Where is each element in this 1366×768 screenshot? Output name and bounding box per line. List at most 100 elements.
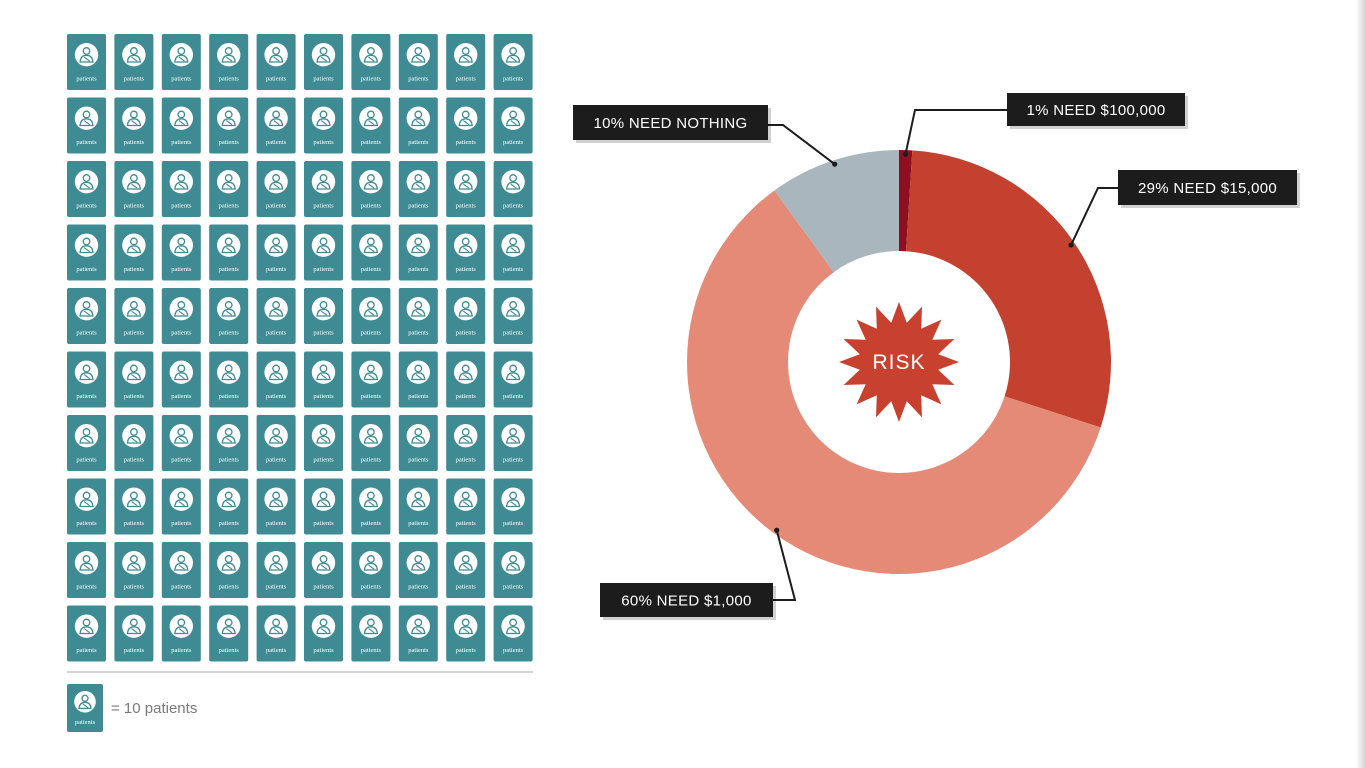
tile-label: patients [219, 266, 240, 273]
patient-tile: patients [67, 161, 106, 217]
patient-tile: patients [161, 351, 201, 408]
patient-tile: patients [351, 161, 391, 217]
patient-tile: patients [446, 415, 486, 471]
patient-icon [264, 170, 288, 194]
patient-tile: patients [114, 415, 154, 471]
tile-label: patients [408, 583, 429, 590]
patient-icon [74, 233, 99, 257]
legend-text: = 10 patients [111, 700, 197, 717]
tile-label: patients [124, 647, 145, 654]
tile-label: patients [456, 520, 477, 527]
patient-tile: patients [209, 605, 249, 662]
patient-icon [169, 487, 193, 511]
patient-tile: patients [351, 415, 391, 471]
patient-icon [311, 424, 336, 448]
patient-tile: patients [67, 224, 106, 281]
patient-icon [311, 551, 336, 575]
patient-tile: patients [209, 224, 249, 281]
patient-icon [311, 106, 336, 130]
tile-label: patients [219, 329, 240, 336]
slice-callout: 10% NEED NOTHING [573, 105, 838, 167]
leader-line [768, 124, 836, 165]
tile-label: patients [313, 520, 334, 527]
patient-tile: patients [161, 97, 201, 154]
tile-label: patients [171, 75, 192, 82]
patient-tile: patients [161, 542, 201, 598]
patient-tile: patients [67, 97, 106, 154]
tile-label: patients [361, 75, 382, 82]
patient-tile: patients [304, 351, 343, 408]
patient-icon [217, 170, 241, 194]
leader-line [904, 109, 1007, 155]
tile-label: patients [313, 266, 334, 273]
tile-label: patients [76, 583, 97, 590]
patient-tile: patients [209, 97, 249, 154]
patient-icon [264, 43, 288, 67]
patient-icon [311, 233, 336, 257]
patient-tile: patients [446, 351, 486, 408]
callout-label: 1% NEED $100,000 [1026, 102, 1165, 119]
patient-icon [264, 551, 288, 575]
patient-icon [264, 297, 288, 321]
tile-label: patients [456, 329, 477, 336]
tile-label: patients [266, 75, 287, 82]
patient-tile: patients [114, 351, 154, 408]
callout-box [1007, 93, 1185, 126]
patient-tile: patients [114, 605, 154, 662]
risk-label: RISK [872, 351, 925, 374]
tile-label: patients [456, 266, 477, 273]
patient-icon [122, 360, 146, 384]
tile-label: patients [171, 139, 192, 146]
patient-icon [501, 43, 525, 67]
callout-label: 10% NEED NOTHING [594, 115, 748, 132]
tile-label: patients [76, 329, 97, 336]
patient-icon [217, 297, 241, 321]
edge-shadow [1356, 0, 1366, 768]
donut-slice [774, 150, 899, 273]
tile-label: patients [408, 266, 429, 273]
tile-label: patients [313, 139, 334, 146]
patient-tile: patients [493, 605, 533, 662]
tile-label: patients [313, 75, 334, 82]
patient-tile: patients [351, 224, 391, 281]
patient-icon [501, 614, 525, 638]
callout-label: 29% NEED $15,000 [1138, 180, 1277, 197]
patient-tile: patients [351, 351, 391, 408]
patient-tile: patients [304, 97, 343, 154]
tile-label: patients [219, 583, 240, 590]
patient-tile: patients [209, 542, 249, 598]
patient-tile: patients [351, 542, 391, 598]
tile-label: patients [408, 520, 429, 527]
patient-icon [406, 43, 430, 67]
tile-label: patients [76, 393, 97, 400]
patient-tile: patients [161, 605, 201, 662]
patient-icon [217, 424, 241, 448]
patient-tile: patients [209, 161, 249, 217]
patient-tile: patients [161, 288, 201, 344]
patient-tile: patients [209, 478, 249, 535]
tile-label: patients [503, 139, 524, 146]
patient-icon [311, 614, 336, 638]
tile-label: patients [266, 583, 287, 590]
leader-dot [774, 527, 780, 533]
tile-label: patients [76, 520, 97, 527]
patient-tile: patients [351, 34, 391, 90]
patient-tile: patients [161, 34, 201, 90]
tile-label: patients [219, 75, 240, 82]
patient-tile: patients [493, 161, 533, 217]
tile-label: patients [361, 393, 382, 400]
tile-label: patients [313, 583, 334, 590]
tile-label: patients [456, 456, 477, 463]
patient-icon [122, 43, 146, 67]
patient-tile: patients [304, 605, 343, 662]
patient-icon [359, 424, 383, 448]
patient-icon [122, 487, 146, 511]
leader-line [1070, 187, 1118, 246]
patient-tile: patients [304, 478, 343, 535]
patient-icon [406, 424, 430, 448]
patient-icon [74, 170, 99, 194]
patient-icon [454, 487, 478, 511]
patient-icon [359, 43, 383, 67]
patient-tile: patients [304, 542, 343, 598]
